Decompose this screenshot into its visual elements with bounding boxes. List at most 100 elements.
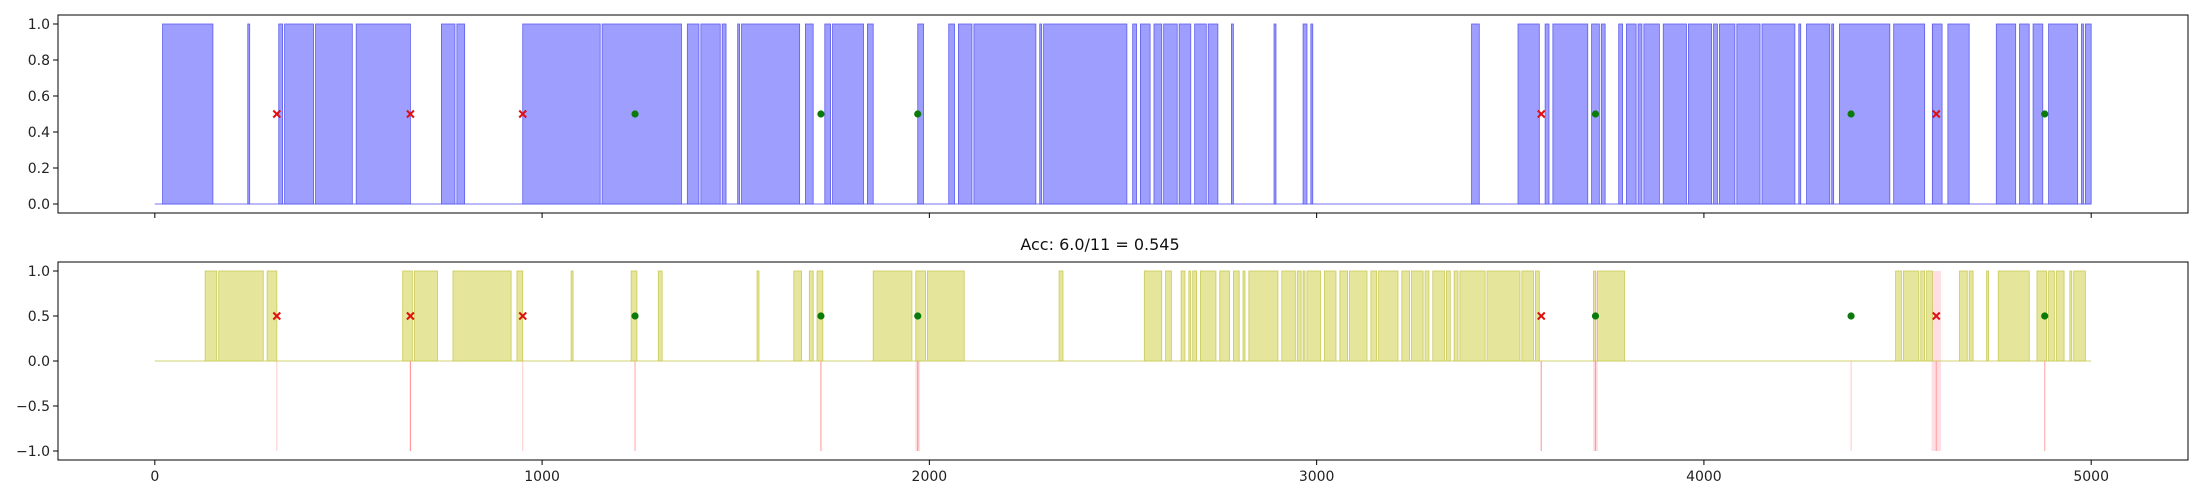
wrong-marker [518,109,527,119]
wrong-marker [518,311,527,321]
signal-segment [456,23,466,205]
signal-segment [1713,23,1718,205]
wrong-marker [272,311,282,321]
signal-segment [1192,270,1197,362]
signal-segment [1411,270,1424,362]
signal-segment [1424,270,1430,362]
signal-segment [958,23,973,205]
signal-segment [1242,270,1246,362]
signal-segment [204,270,218,362]
signal-segment [1736,23,1761,205]
top-panel: 0.0 0.2 0.4 0.6 0.8 1.0 [28,14,2189,218]
signal-segment [1839,23,1891,205]
correct-marker [631,110,639,118]
signal-segment [1920,270,1926,362]
signal-segment [741,23,801,205]
correct-marker [914,312,922,320]
signal-segment [1995,23,2017,205]
signal-segment [1471,23,1480,205]
signal-segment [657,270,663,362]
signal-segment [1453,270,1459,362]
signal-segment [2081,23,2084,205]
signal-segment [1486,270,1521,362]
signal-segment [1445,270,1451,362]
signal-segment [570,270,574,362]
signal-segment [1248,270,1279,362]
wrong-marker [1932,311,1941,321]
signal-segment [1926,270,1933,362]
y-tick-label: 1.0 [28,264,50,280]
signal-segment [1688,23,1713,205]
signal-segment [2048,23,2079,205]
signal-segment [1662,23,1687,205]
signal-segment [1302,23,1308,205]
y-tick-label: −1.0 [16,444,50,460]
signal-segment [1207,23,1219,205]
signal-segment [737,23,740,205]
signal-segment [1517,23,1540,205]
signal-segment [1544,23,1550,205]
signal-segment [700,23,721,205]
x-tick-label: 1000 [524,469,560,485]
signal-segment [2048,270,2055,362]
wrong-marker [406,109,415,119]
signal-segment [1323,270,1337,362]
signal-segment [872,270,913,362]
signal-segment [1188,270,1192,362]
signal-segment [1947,23,1970,205]
wrong-marker [1932,109,1941,119]
wrong-marker [406,311,415,321]
signal-segment [1370,270,1378,362]
correct-marker [817,312,825,320]
correct-marker [631,312,639,320]
signal-segment [1831,23,1835,205]
y-tick-label: 1.0 [28,17,50,33]
y-tick-label: 0.6 [28,89,50,105]
signal-segment [601,23,682,205]
signal-segment [1180,270,1186,362]
correct-marker [817,110,825,118]
signal-segment [867,23,874,205]
x-tick-label: 3000 [1299,469,1335,485]
signal-segment [2055,270,2065,362]
signal-segment [162,23,214,205]
x-tick-label: 0 [150,469,159,485]
y-tick-label: 0.8 [28,53,50,69]
signal-segment [948,23,955,205]
signal-segment [756,270,760,362]
signal-segment [1626,23,1637,205]
signal-segment [808,270,814,362]
signal-segment [927,270,965,362]
signal-segment [2073,270,2086,362]
signal-segment [1637,23,1643,205]
y-tick-label: 0.0 [28,197,50,213]
y-tick-label: −0.5 [16,399,50,415]
signal-segment [1281,270,1296,362]
y-tick-label: 0.5 [28,309,50,325]
x-tick-label: 5000 [2073,469,2109,485]
signal-segment [1306,270,1321,362]
signal-segment [1339,270,1349,362]
y-tick-label: 0.4 [28,125,50,141]
signal-segment [218,270,264,362]
signal-segment [1895,270,1902,362]
signal-segment [278,23,284,205]
wrong-marker [1537,311,1546,321]
signal-segment [1902,270,1920,362]
correct-marker [1847,312,1855,320]
y-tick-label: 0.0 [28,354,50,370]
signal-segment [832,23,864,205]
x-tick-label: 2000 [912,469,948,485]
correct-marker [1591,110,1600,118]
signal-segment [1163,23,1178,205]
bottom-panel-title: Acc: 6.0/11 = 0.545 [1020,235,1179,254]
signal-segment [1761,23,1796,205]
correct-marker [1847,110,1855,118]
signal-segment [793,270,802,362]
signal-segment [1719,23,1736,205]
bottom-panel: −1.0 −0.5 0.0 0.5 1.0 0 1000 2000 3000 4000 5000 [16,261,2189,485]
signal-segment [1618,23,1623,205]
wrong-marker [272,109,282,119]
signal-segment [805,23,814,205]
signal-segment [1378,270,1399,362]
